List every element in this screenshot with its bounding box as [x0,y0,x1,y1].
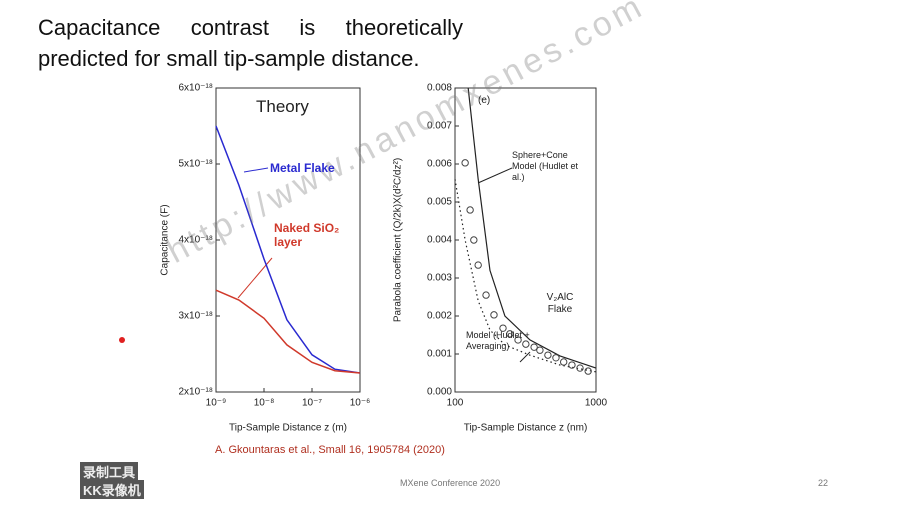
y-axis-label: Capacitance (F) [160,204,171,275]
annotation-arrow [243,167,269,173]
y-tick-label: 3x10⁻¹⁸ [178,311,213,322]
watermark: KK录像机 [80,480,144,499]
series-line [467,87,597,369]
data-point [474,261,482,269]
x-tick-label: 10⁻⁶ [350,398,371,409]
y-tick-label: 0.005 [427,197,452,208]
y-tick-label: 0.006 [427,159,452,170]
y-tick-label: 4x10⁻¹⁸ [178,235,213,246]
annotation-arrow [519,351,531,363]
data-point [568,361,576,369]
x-axis-label: Tip-Sample Distance z (nm) [464,423,588,434]
annotation-arrow [237,257,273,299]
data-point [552,354,560,362]
y-tick-label: 0.004 [427,235,452,246]
page-number: 22 [818,478,829,488]
data-point [490,311,498,319]
y-tick-label: 0.000 [427,387,452,398]
y-tick-label: 2x10⁻¹⁸ [178,387,213,398]
x-tick-label: 10⁻⁹ [206,398,227,409]
data-point [461,159,469,167]
y-tick-label: 0.002 [427,311,452,322]
x-tick-label: 10⁻⁷ [302,398,322,409]
data-point [466,206,474,214]
y-tick-label: 6x10⁻¹⁸ [178,83,213,94]
data-point [544,351,552,359]
chart-title: (e) [478,95,491,106]
chart-title: Theory [256,97,309,116]
citation: A. Gkountaras et al., Small 16, 1905784 … [215,444,445,456]
data-point [536,346,544,354]
data-point [584,367,592,375]
x-tick-label: 10⁻⁸ [254,398,275,409]
y-tick-label: 0.003 [427,273,452,284]
data-point [576,364,584,372]
watermark: 录制工具 [80,462,139,481]
slide-title: Capacitance contrast is theoretically pr… [38,15,463,71]
x-tick-label: 1000 [585,398,608,409]
x-tick-label: 100 [447,398,464,409]
data-point [514,336,522,344]
series-label: Model (Hudlet + Averaging) [466,330,530,351]
y-axis-label: Parabola coefficient (Q/2k)X(d²C/dz²) [393,158,404,322]
data-point [482,291,490,299]
data-point [470,236,478,244]
cursor-dot [119,337,125,343]
series-line [215,289,361,374]
y-tick-label: 0.001 [427,349,452,360]
series-label: Naked SiO₂ layer [274,221,340,250]
footer: MXene Conference 2020 [400,478,501,488]
data-point [522,340,530,348]
annotation-arrow [477,167,513,184]
data-point [499,324,507,332]
data-point [530,343,538,351]
series-label: V₂AlC Flake [546,292,574,315]
data-point [506,330,514,338]
y-tick-label: 0.008 [427,83,452,94]
data-point [559,358,568,366]
x-axis-label: Tip-Sample Distance z (m) [229,423,347,434]
series-line [215,125,361,374]
y-tick-label: 5x10⁻¹⁸ [178,159,213,170]
series-label: Metal Flake [270,161,335,175]
series-label: Sphere+Cone Model (Hudlet et al.) [512,150,579,182]
series-line [454,179,597,373]
y-tick-label: 0.007 [427,121,452,132]
